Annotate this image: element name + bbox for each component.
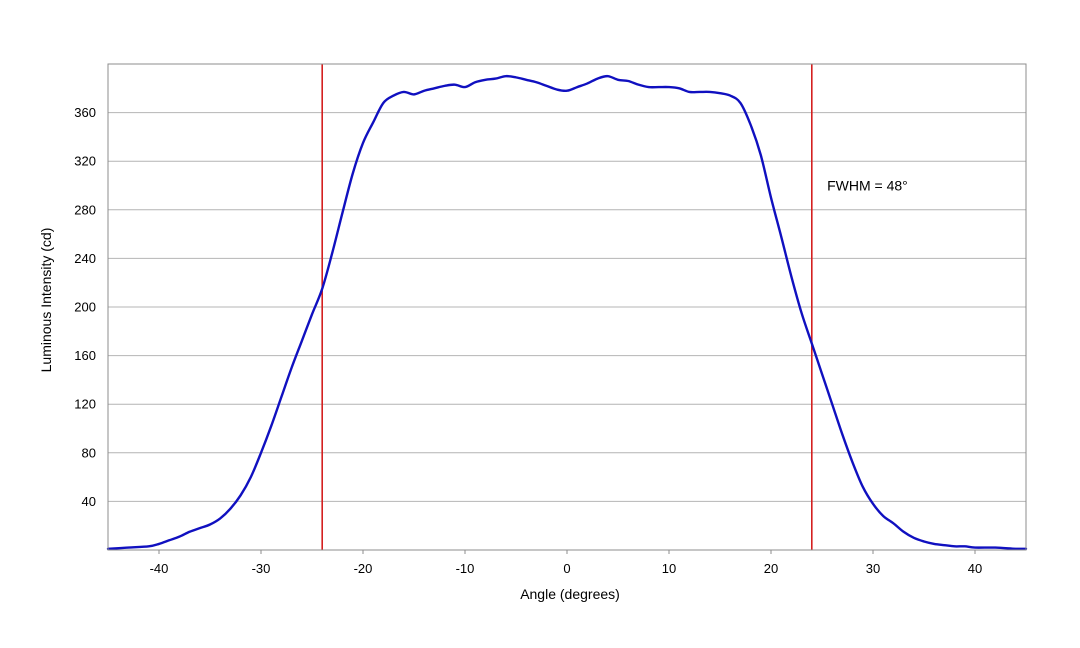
x-tick-label: -40 [150,561,169,576]
fwhm-marker-lines [321,64,813,550]
y-tick-label: 160 [74,348,96,363]
x-tick-label: 40 [968,561,982,576]
x-axis-title: Angle (degrees) [520,586,620,602]
intensity-curve [106,74,1028,551]
y-tick-label: 320 [74,154,96,169]
x-tick-label: 30 [866,561,880,576]
y-tick-label: 80 [82,445,96,460]
y-tick-label: 200 [74,300,96,315]
x-tick-label: -20 [354,561,373,576]
y-tick-label: 360 [74,105,96,120]
x-tick-labels: -40 -30 -20 -10 0 10 20 30 40 [150,550,982,576]
y-axis-title: Luminous Intensity (cd) [38,228,54,373]
fwhm-annotation: FWHM = 48° [827,177,908,193]
x-tick-label: -10 [456,561,475,576]
x-tick-label: 10 [662,561,676,576]
x-tick-label: 0 [563,561,570,576]
y-tick-label: 280 [74,202,96,217]
annotations: FWHM = 48° [827,177,908,193]
y-tick-labels: 40 80 120 160 200 240 280 320 360 [74,105,96,509]
y-tick-label: 240 [74,251,96,266]
y-tick-label: 120 [74,397,96,412]
y-gridlines [108,112,1026,502]
x-tick-label: -30 [252,561,271,576]
x-tick-label: 20 [764,561,778,576]
y-tick-label: 40 [82,494,96,509]
